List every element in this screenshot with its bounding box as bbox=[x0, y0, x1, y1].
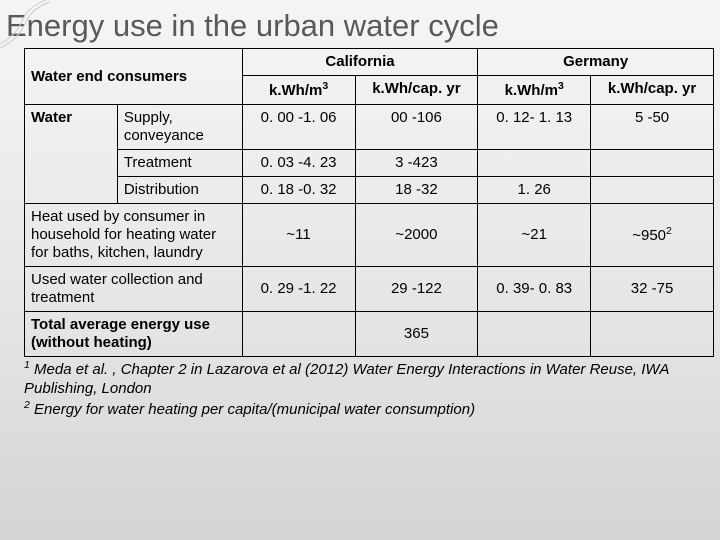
row-header-label: Water end consumers bbox=[25, 49, 243, 105]
footnote-1: 1 Meda et al. , Chapter 2 in Lazarova et… bbox=[24, 359, 710, 399]
cell-value: ~2000 bbox=[355, 204, 478, 267]
cell-label: Treatment bbox=[117, 150, 242, 177]
table-row: Water Supply, conveyance 0. 00 -1. 06 00… bbox=[25, 105, 714, 150]
cell-empty bbox=[478, 150, 591, 177]
cell-value: 0. 29 -1. 22 bbox=[242, 267, 355, 312]
cell-value: 00 -106 bbox=[355, 105, 478, 150]
footnote-2: 2 Energy for water heating per capita/(m… bbox=[24, 399, 710, 420]
footnotes: 1 Meda et al. , Chapter 2 in Lazarova et… bbox=[0, 357, 720, 419]
cell-value: 0. 03 -4. 23 bbox=[242, 150, 355, 177]
energy-table-container: Water end consumers California Germany k… bbox=[0, 44, 720, 357]
cell-label: Distribution bbox=[117, 177, 242, 204]
table-row: Used water collection and treatment 0. 2… bbox=[25, 267, 714, 312]
unit-kwh-m3-de: k.Wh/m3 bbox=[478, 76, 591, 105]
cell-empty bbox=[591, 177, 714, 204]
region-germany: Germany bbox=[478, 49, 714, 76]
cell-value: 5 -50 bbox=[591, 105, 714, 150]
total-label: Total average energy use (without heatin… bbox=[25, 312, 243, 357]
cell-empty bbox=[591, 150, 714, 177]
cell-value: ~9502 bbox=[591, 204, 714, 267]
cell-value: 0. 18 -0. 32 bbox=[242, 177, 355, 204]
unit-kwh-cap-de: k.Wh/cap. yr bbox=[591, 76, 714, 105]
header-row-regions: Water end consumers California Germany bbox=[25, 49, 714, 76]
cell-value: 0. 39- 0. 83 bbox=[478, 267, 591, 312]
page-title: Energy use in the urban water cycle bbox=[0, 0, 720, 44]
cell-value: 32 -75 bbox=[591, 267, 714, 312]
region-california: California bbox=[242, 49, 478, 76]
cell-label: Used water collection and treatment bbox=[25, 267, 243, 312]
cell-empty bbox=[242, 312, 355, 357]
cell-label: Supply, conveyance bbox=[117, 105, 242, 150]
unit-kwh-m3-ca: k.Wh/m3 bbox=[242, 76, 355, 105]
unit-kwh-cap-ca: k.Wh/cap. yr bbox=[355, 76, 478, 105]
cell-value: 0. 12- 1. 13 bbox=[478, 105, 591, 150]
water-group-label: Water bbox=[25, 105, 118, 204]
table-row: Total average energy use (without heatin… bbox=[25, 312, 714, 357]
cell-value: ~21 bbox=[478, 204, 591, 267]
cell-value: 1. 26 bbox=[478, 177, 591, 204]
energy-table: Water end consumers California Germany k… bbox=[24, 48, 714, 357]
cell-label: Heat used by consumer in household for h… bbox=[25, 204, 243, 267]
cell-empty bbox=[478, 312, 591, 357]
cell-value: 29 -122 bbox=[355, 267, 478, 312]
cell-value: 3 -423 bbox=[355, 150, 478, 177]
cell-value: 18 -32 bbox=[355, 177, 478, 204]
table-row: Treatment 0. 03 -4. 23 3 -423 bbox=[25, 150, 714, 177]
cell-empty bbox=[591, 312, 714, 357]
table-row: Distribution 0. 18 -0. 32 18 -32 1. 26 bbox=[25, 177, 714, 204]
cell-value: ~11 bbox=[242, 204, 355, 267]
cell-value: 0. 00 -1. 06 bbox=[242, 105, 355, 150]
table-row: Heat used by consumer in household for h… bbox=[25, 204, 714, 267]
cell-value: 365 bbox=[355, 312, 478, 357]
